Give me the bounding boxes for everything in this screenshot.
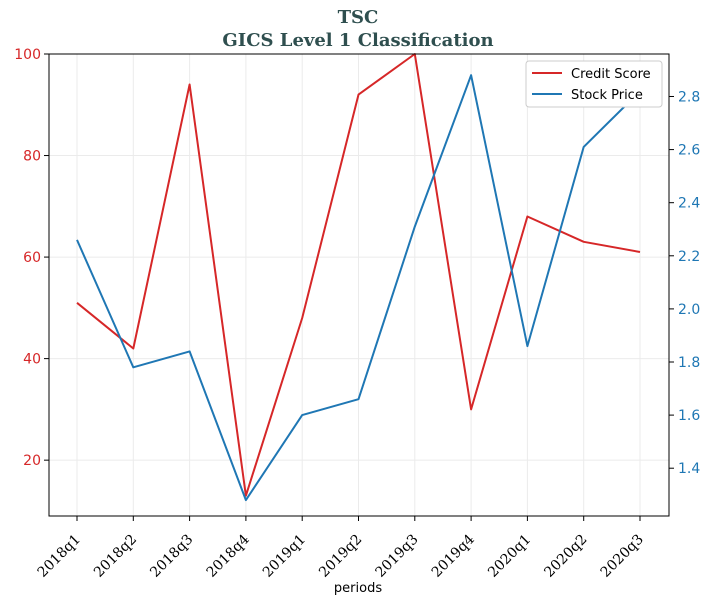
x-tick-label: 2019q1 (260, 532, 309, 581)
y-right-tick-label: 2.0 (678, 302, 700, 318)
legend: Credit Score Stock Price (525, 60, 663, 108)
y-right-tick-label: 1.8 (678, 355, 700, 371)
series-line-stock-price (76, 74, 641, 502)
y-right-tick-label: 1.4 (678, 461, 700, 477)
y-right-tick-label: 1.6 (678, 408, 700, 424)
y-right-tick-label: 2.2 (678, 249, 700, 265)
x-tick-label: 2020q1 (485, 532, 534, 581)
y-left-tick-label: 40 (23, 352, 41, 368)
y-right-tick-label: 2.8 (678, 89, 700, 105)
axes: 2018q1 2018q2 2018q3 2018q4 2019q1 2019q2 2019… (14, 47, 700, 581)
x-tick-label: 2018q3 (147, 532, 196, 581)
y-right-tick-label: 2.6 (678, 143, 700, 159)
series-layer (76, 53, 641, 502)
x-tick-label: 2018q1 (35, 532, 84, 581)
chart-title: TSC (338, 7, 379, 28)
y-right-tick-label: 2.4 (678, 196, 700, 212)
y-left-tick-label: 80 (23, 149, 41, 165)
y-left-tick-label: 20 (23, 453, 41, 469)
legend-label-credit-score: Credit Score (571, 67, 651, 82)
y-left-tick-label: 60 (23, 250, 41, 266)
x-tick-label: 2019q4 (429, 531, 478, 580)
x-tick-label: 2019q2 (316, 532, 365, 581)
grid (49, 53, 669, 516)
legend-label-stock-price: Stock Price (571, 88, 643, 103)
x-tick-label: 2020q3 (598, 532, 647, 581)
x-axis-label: periods (334, 581, 382, 596)
x-tick-label: 2018q2 (91, 532, 140, 581)
x-tick-label: 2018q4 (204, 531, 253, 580)
y-left-tick-label: 100 (14, 47, 41, 63)
x-tick-label: 2020q2 (541, 532, 590, 581)
series-line-credit-score (76, 53, 641, 497)
x-tick-label: 2019q3 (372, 532, 421, 581)
chart-subtitle: GICS Level 1 Classification (222, 30, 493, 51)
